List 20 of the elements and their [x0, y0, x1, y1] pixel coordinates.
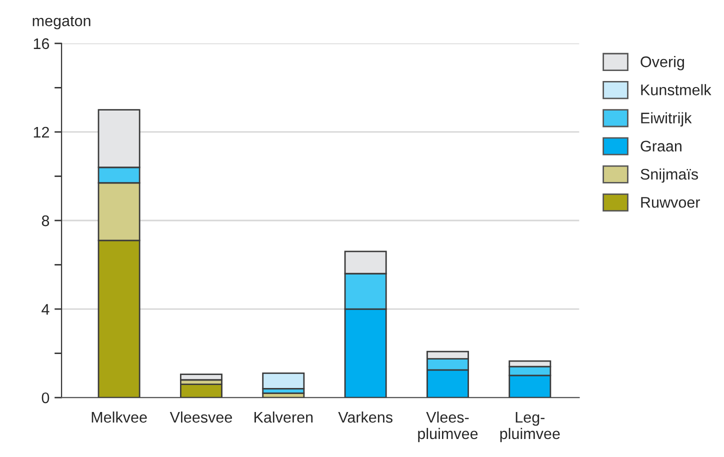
- bar: [180, 384, 222, 398]
- y-axis-title: megaton: [32, 16, 90, 30]
- legend-label: Graan: [640, 140, 682, 152]
- y-tick-label: 8: [42, 215, 50, 226]
- legend-label: Overig: [640, 56, 684, 70]
- y-tick-label: 16: [34, 38, 50, 50]
- y-tick-label: 12: [34, 126, 49, 138]
- y-tick-label: 0: [42, 392, 50, 404]
- x-tick-label: Melkvee: [92, 411, 147, 423]
- x-tick-label: Leg- pluimvee: [500, 412, 560, 442]
- legend-label: Ruwvoer: [641, 197, 700, 208]
- x-tick-label: Vlees- pluimvee: [418, 411, 478, 442]
- x-tick-label: Varkens: [338, 411, 392, 423]
- bar: [180, 374, 222, 381]
- legend-label: Snijmaïs: [640, 168, 698, 183]
- x-tick-label: Kalveren: [254, 411, 313, 423]
- y-tick-label: 4: [42, 304, 50, 315]
- x-tick-label: Vleesvee: [170, 411, 232, 423]
- legend-label: Eiwitrijk: [641, 112, 692, 126]
- legend-label: Kunstmelk: [641, 84, 712, 96]
